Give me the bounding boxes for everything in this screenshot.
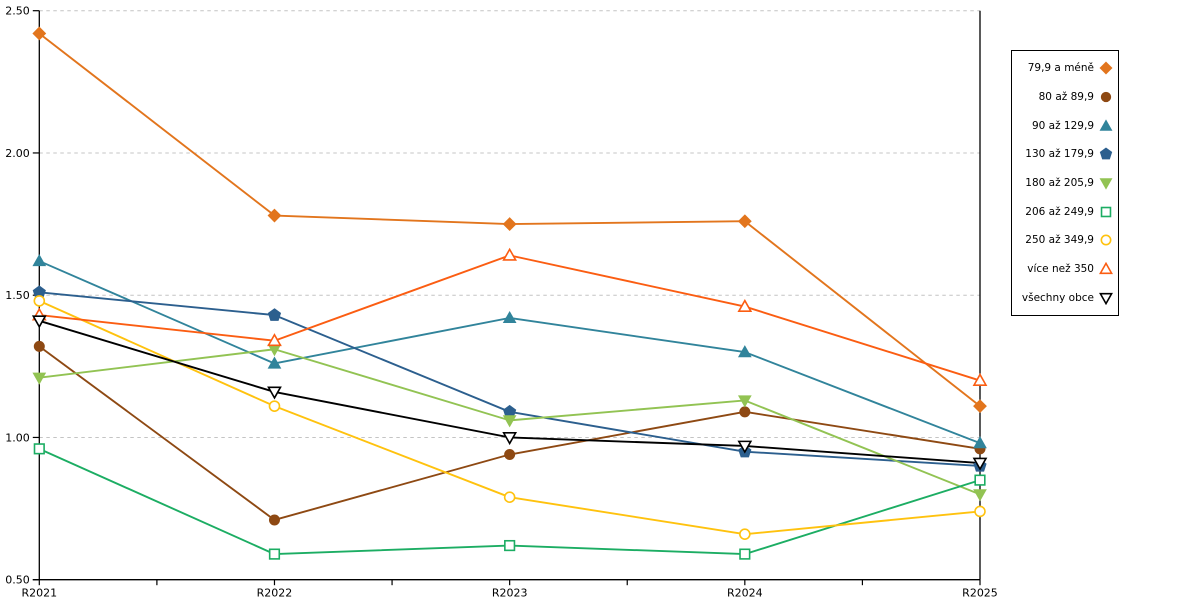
legend-item-8: všechny obce — [1014, 284, 1113, 312]
data-point-marker — [1099, 147, 1113, 160]
data-point-marker — [33, 295, 46, 307]
data-point-marker — [974, 505, 986, 518]
data-point-marker — [32, 26, 47, 41]
data-point-marker — [32, 372, 47, 385]
x-axis-tick-label: R2024 — [727, 587, 763, 600]
data-point-marker — [502, 247, 518, 261]
data-point-marker — [502, 310, 517, 324]
data-point-marker — [739, 528, 751, 540]
square-legend-marker-icon — [1100, 206, 1112, 217]
data-point-marker — [739, 406, 751, 418]
legend-item-2: 90 až 129,9 — [1014, 112, 1113, 140]
data-point-marker — [503, 491, 516, 503]
triangle-down-legend-marker-icon — [1099, 292, 1113, 305]
data-point-marker — [267, 208, 282, 223]
data-point-marker — [1100, 206, 1112, 217]
x-axis-tick-label: R2023 — [492, 587, 528, 600]
data-point-marker — [502, 415, 517, 428]
data-point-marker — [737, 345, 752, 358]
data-point-marker — [739, 548, 751, 560]
y-axis-tick-label: 1.00 — [5, 431, 30, 444]
legend-label: 206 až 249,9 — [1025, 205, 1094, 218]
data-point-marker — [737, 440, 753, 454]
data-point-marker — [974, 474, 986, 486]
data-point-marker — [32, 254, 47, 267]
data-point-marker — [267, 356, 282, 369]
data-point-marker — [31, 315, 47, 329]
legend-item-3: 130 až 179,9 — [1014, 140, 1113, 168]
data-point-marker — [737, 298, 753, 312]
data-point-marker — [1099, 292, 1113, 305]
data-point-marker — [1099, 61, 1113, 75]
data-point-marker — [1099, 119, 1113, 131]
y-axis-tick-label: 2.00 — [5, 147, 30, 160]
data-point-marker — [504, 449, 516, 461]
legend-item-7: více než 350 — [1014, 255, 1113, 283]
legend-label: všechny obce — [1021, 291, 1094, 304]
legend-item-0: 79,9 a méně — [1014, 54, 1113, 82]
data-point-marker — [973, 489, 987, 502]
data-point-marker — [267, 308, 282, 321]
legend-label: 180 až 205,9 — [1025, 176, 1094, 189]
legend-item-4: 180 až 205,9 — [1014, 169, 1113, 197]
x-axis-tick-label: R2025 — [962, 587, 998, 600]
data-point-marker — [33, 340, 45, 352]
diamond-legend-marker-icon — [1099, 61, 1113, 75]
legend-item-5: 206 až 249,9 — [1014, 198, 1113, 226]
data-point-marker — [502, 217, 517, 231]
y-axis-tick-label: 1.50 — [5, 289, 30, 302]
data-point-marker — [1099, 178, 1113, 190]
pentagon-legend-marker-icon — [1099, 147, 1113, 160]
chart-legend: 79,9 a méně 80 až 89,9 90 až 129,9 130 až 1… — [1011, 50, 1119, 316]
x-axis-tick-label: R2021 — [21, 587, 57, 600]
legend-item-6: 250 až 349,9 — [1014, 226, 1113, 254]
legend-label: 79,9 a méně — [1027, 62, 1094, 75]
data-point-marker — [33, 443, 45, 455]
data-point-marker — [973, 399, 987, 414]
data-point-marker — [267, 386, 282, 400]
y-axis-tick-label: 0.50 — [5, 574, 30, 587]
legend-label: 90 až 129,9 — [1031, 119, 1094, 132]
data-point-marker — [1100, 234, 1112, 246]
circle-legend-marker-icon — [1100, 234, 1112, 246]
triangle-down-legend-marker-icon — [1099, 178, 1113, 190]
y-axis-tick-label: 2.50 — [5, 5, 30, 18]
data-point-marker — [268, 548, 281, 560]
legend-label: 250 až 349,9 — [1025, 234, 1094, 247]
data-point-marker — [267, 333, 282, 347]
legend-label: 130 až 179,9 — [1025, 148, 1094, 161]
data-point-marker — [737, 214, 752, 229]
triangle-up-legend-marker-icon — [1099, 119, 1113, 131]
data-point-marker — [268, 400, 281, 412]
data-point-marker — [972, 457, 988, 471]
data-point-marker — [1099, 261, 1113, 275]
data-point-marker — [502, 432, 518, 446]
data-point-marker — [972, 372, 988, 386]
circle-legend-marker-icon — [1100, 91, 1112, 103]
data-point-marker — [737, 395, 752, 408]
legend-label: více než 350 — [1027, 262, 1094, 275]
triangle-up-legend-marker-icon — [1099, 261, 1113, 275]
x-axis-tick-label: R2022 — [257, 587, 293, 600]
data-point-marker — [973, 436, 987, 449]
legend-item-1: 80 až 89,9 — [1014, 83, 1113, 111]
legend-label: 80 až 89,9 — [1038, 90, 1094, 103]
data-point-marker — [504, 539, 516, 552]
data-point-marker — [268, 514, 280, 526]
data-point-marker — [1100, 91, 1112, 103]
